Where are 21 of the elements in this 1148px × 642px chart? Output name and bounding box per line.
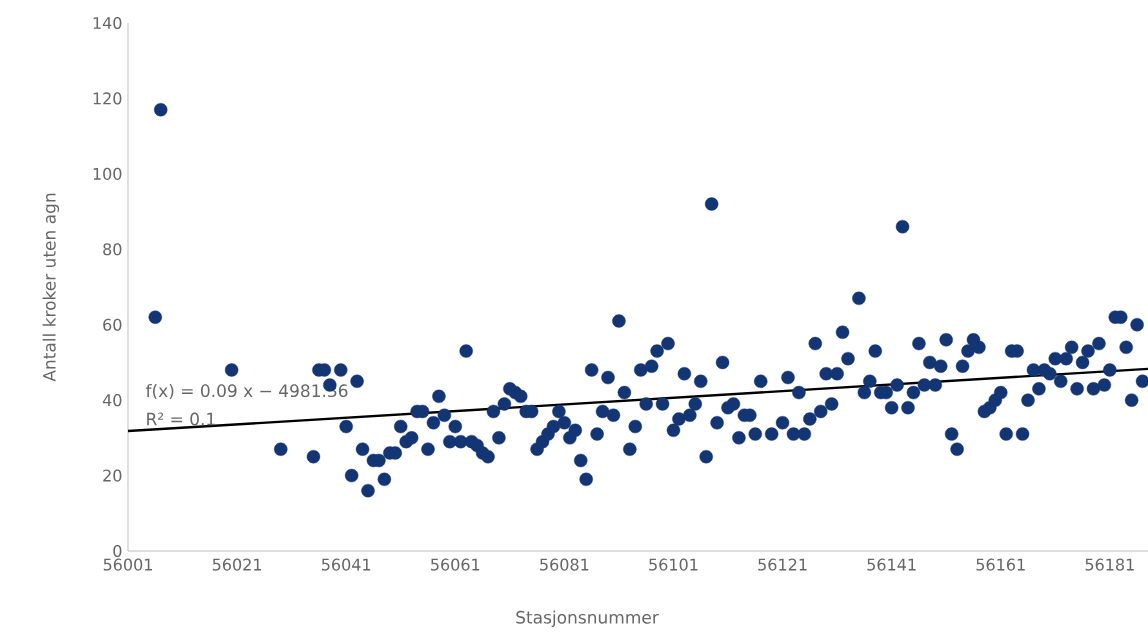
y-axis-title: Antall kroker uten agn [42,193,60,382]
x-tick-label: 56081 [540,558,589,571]
x-axis-title: Stasjonsnummer [516,610,659,627]
y-tick-label: 100 [93,167,122,180]
y-tick-label: 80 [103,243,122,256]
x-tick-label: 56141 [867,558,916,571]
y-tick-label: 60 [103,318,122,331]
annotation: R² = 0.1 [147,412,215,426]
x-tick-label: 56121 [758,558,807,571]
x-tick-label: 56061 [431,558,480,571]
y-tick-label: 120 [93,92,122,105]
x-tick-label: 56001 [103,558,152,571]
x-tick-label: 56041 [321,558,371,571]
x-tick-label: 56181 [1085,558,1134,571]
x-tick-label: 56101 [649,558,698,571]
x-tick-label: 56161 [976,558,1025,571]
y-tick-label: 20 [103,469,122,482]
y-tick-label: 0 [113,544,122,558]
y-tick-label: 140 [93,16,122,30]
x-tick-label: 56021 [212,558,262,571]
y-tick-label: 40 [102,394,122,407]
